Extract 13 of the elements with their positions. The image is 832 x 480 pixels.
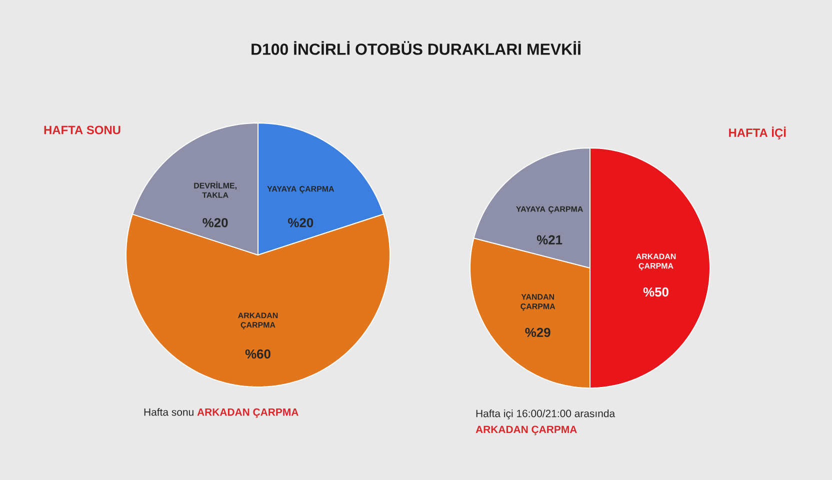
- data-label: %20: [288, 218, 314, 228]
- chart-title: D100 İNCİRLİ OTOBÜS DURAKLARI MEVKİİ: [252, 41, 580, 55]
- data-label: %50: [643, 287, 668, 297]
- data-label: %20: [202, 218, 228, 228]
- data-label: %21: [536, 235, 562, 244]
- text: HAFTA İÇİ: [729, 126, 786, 140]
- text: Hafta sonu: [144, 408, 194, 416]
- text: Hafta içi 16:00/21:00 arasında: [476, 410, 616, 420]
- chart-subtitle: HAFTA SONU: [44, 126, 120, 134]
- data-label: %29: [525, 328, 550, 338]
- text: ARKADAN ÇARPMA: [197, 408, 298, 418]
- text: ARKADAN ÇARPMA: [476, 426, 577, 436]
- data-label: %60: [245, 349, 270, 359]
